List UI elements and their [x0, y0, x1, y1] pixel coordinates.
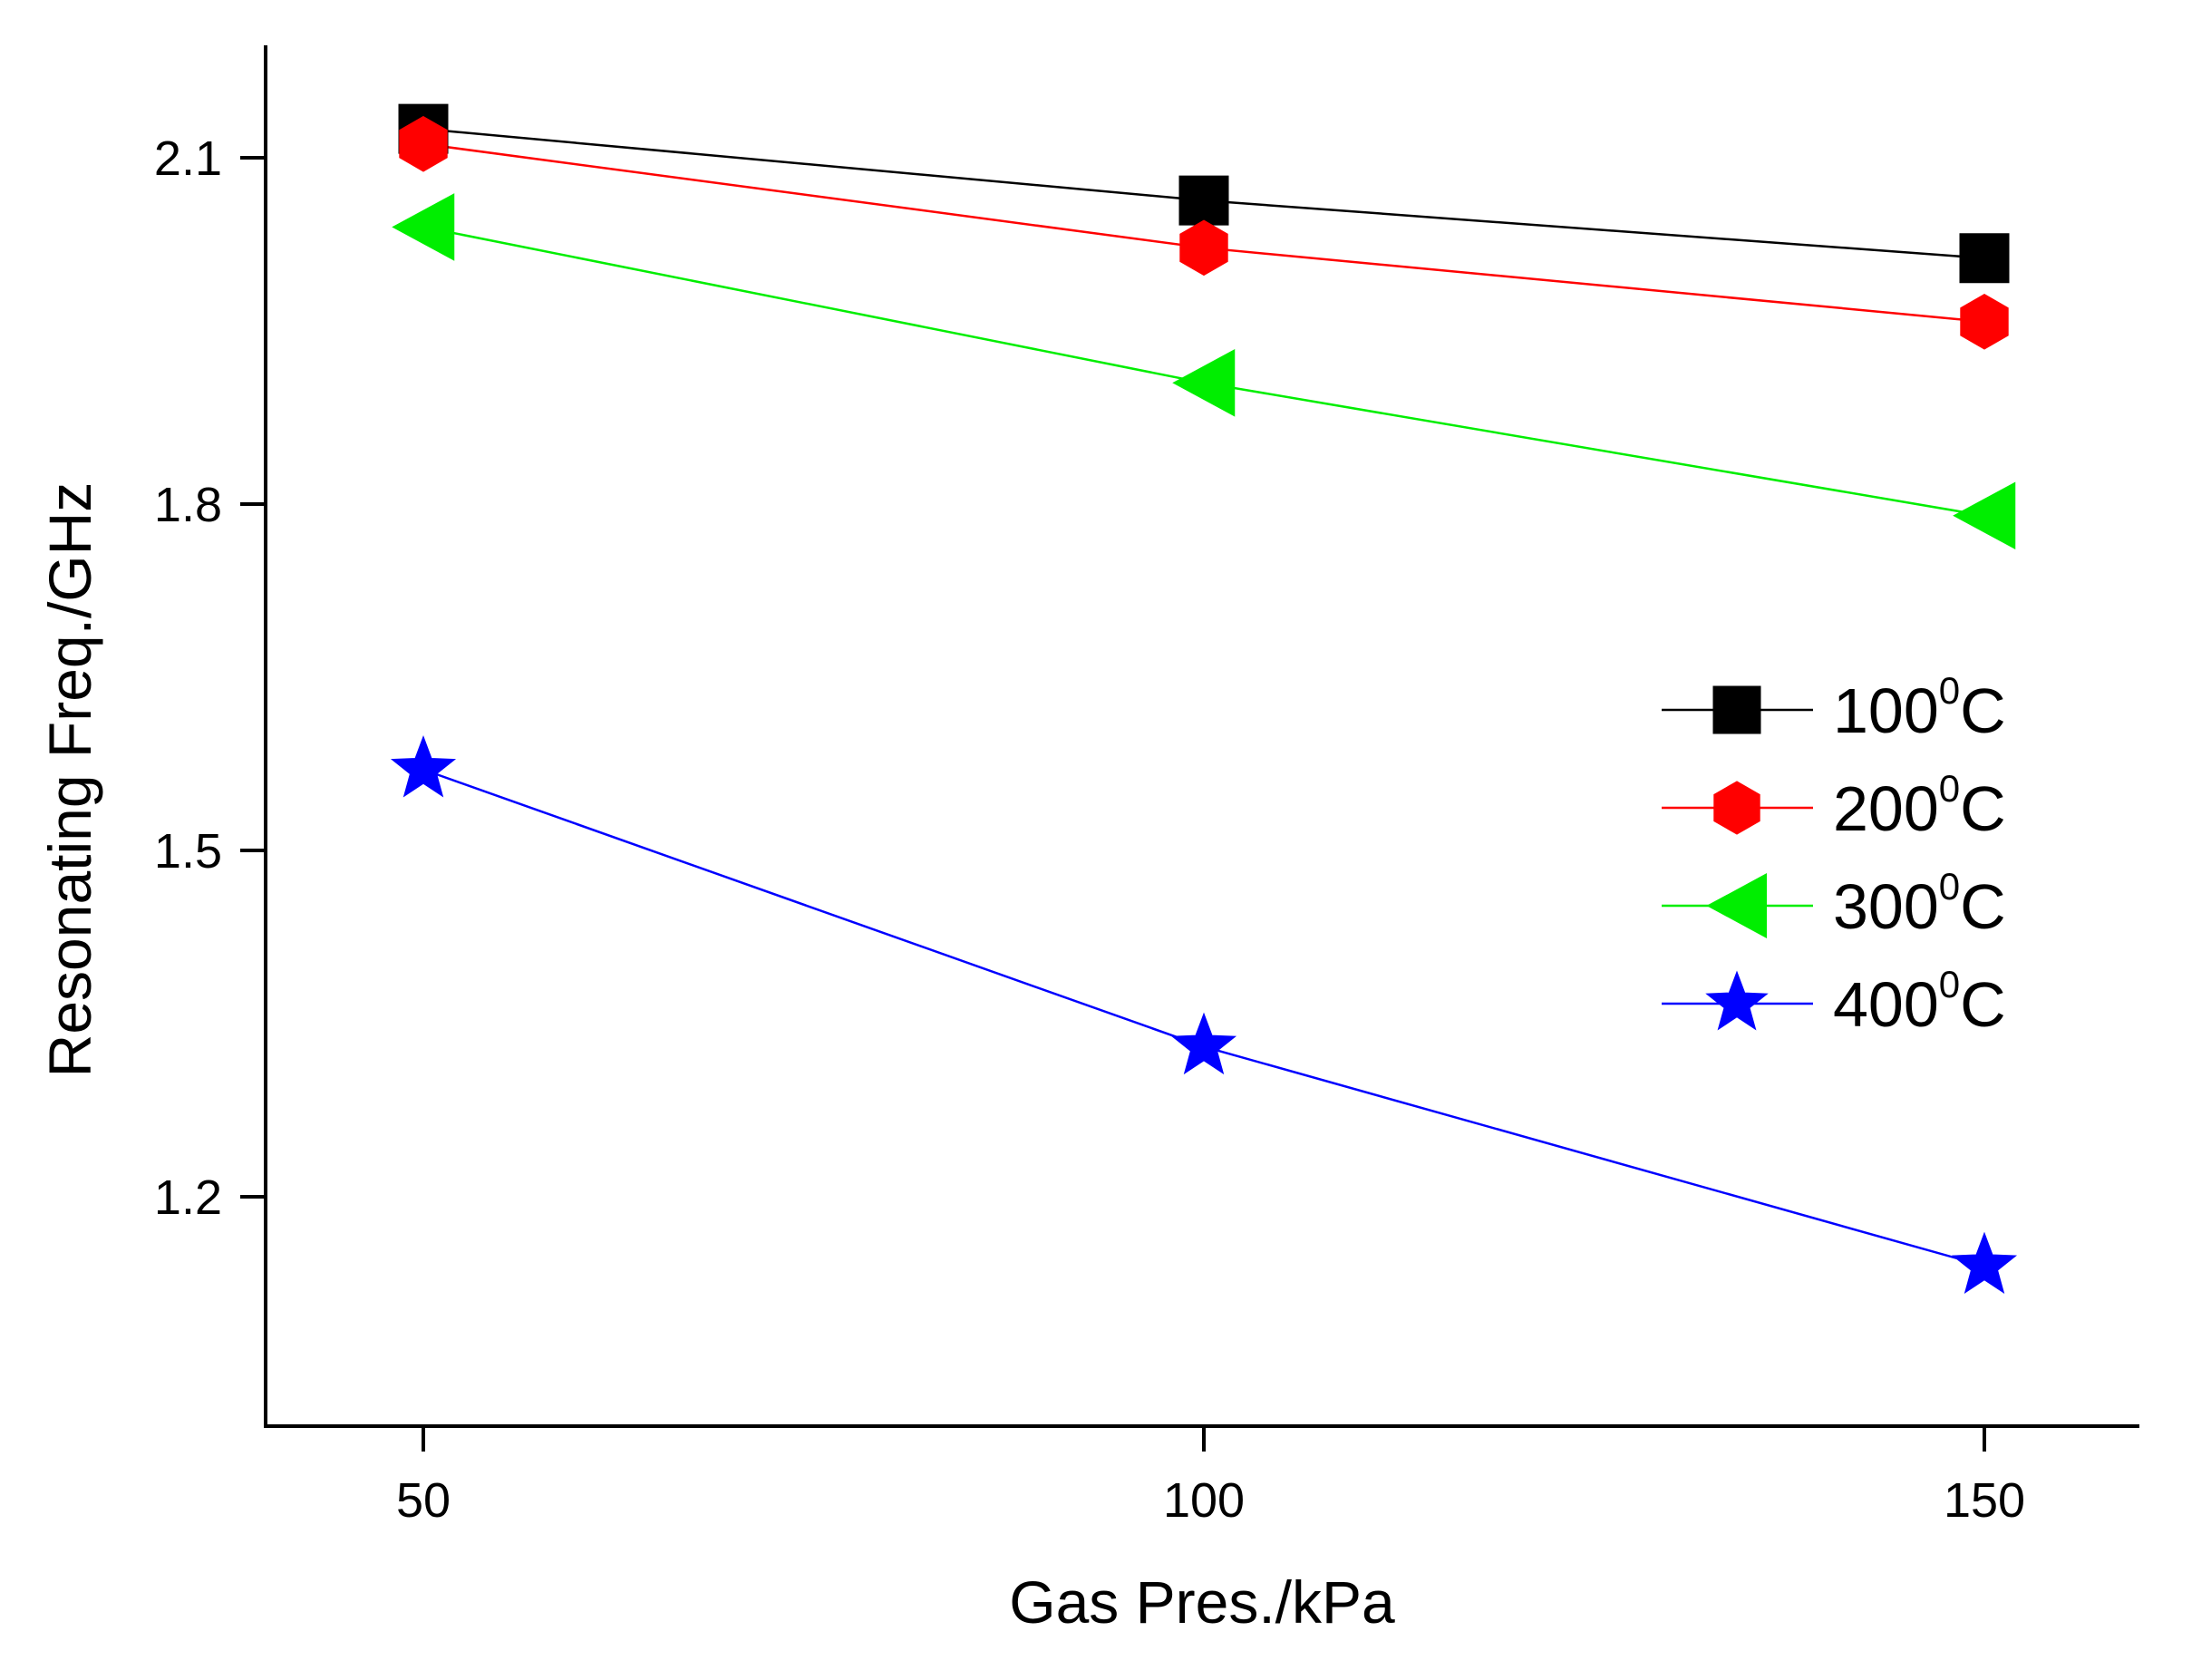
legend-label-degree: 0 — [1939, 669, 1960, 712]
data-point-400 — [1170, 1012, 1237, 1075]
legend-label: 3000C — [1833, 865, 2006, 942]
data-point-300 — [1172, 349, 1236, 417]
y-axis-title: Resonating Freq./GHz — [36, 482, 103, 1078]
legend-marker — [1706, 873, 1767, 938]
x-tick-label: 50 — [396, 1473, 451, 1528]
legend-label-degree: 0 — [1939, 767, 1960, 810]
data-point-100 — [1959, 233, 2010, 284]
legend-item-200: 2000C — [1662, 767, 2006, 844]
x-tick-label: 100 — [1163, 1473, 1245, 1528]
y-ticks: 1.2 1.5 1.8 2.1 — [154, 131, 266, 1225]
data-point-300 — [1953, 481, 2016, 550]
legend-marker — [1705, 970, 1769, 1031]
data-point-400 — [390, 734, 457, 798]
data-point-200 — [1960, 294, 2009, 350]
legend-marker — [1712, 685, 1761, 734]
legend-label-value: 200 — [1833, 773, 1939, 844]
legend-label-degree: 0 — [1939, 865, 1960, 908]
x-ticks: 50 100 150 — [396, 1426, 2025, 1528]
plot-markers — [390, 103, 2018, 1295]
data-point-200 — [1179, 219, 1228, 277]
legend-label-value: 100 — [1833, 675, 1939, 746]
y-tick-label: 1.2 — [154, 1170, 222, 1225]
legend-item-300: 3000C — [1662, 865, 2006, 942]
legend-label: 2000C — [1833, 767, 2006, 844]
legend-item-100: 1000C — [1662, 669, 2006, 746]
y-tick-label: 1.8 — [154, 478, 222, 532]
legend-label-degree: 0 — [1939, 963, 1960, 1005]
legend-label-unit: C — [1960, 773, 2006, 844]
y-tick-label: 1.5 — [154, 824, 222, 879]
legend-label-unit: C — [1960, 871, 2006, 942]
data-point-300 — [392, 193, 455, 261]
legend-label: 1000C — [1833, 669, 2006, 746]
y-tick-label: 2.1 — [154, 131, 222, 186]
legend-label: 4000C — [1833, 963, 2006, 1040]
legend-label-unit: C — [1960, 675, 2006, 746]
x-axis-title: Gas Pres./kPa — [1009, 1568, 1395, 1636]
data-point-400 — [1951, 1231, 2018, 1295]
legend-item-400: 4000C — [1662, 963, 2006, 1040]
data-point-100 — [1178, 175, 1229, 226]
legend-marker — [1713, 781, 1760, 835]
x-tick-label: 150 — [1944, 1473, 2025, 1528]
data-point-200 — [399, 115, 448, 172]
legend-label-value: 400 — [1833, 969, 1939, 1040]
legend-label-unit: C — [1960, 969, 2006, 1040]
legend-label-value: 300 — [1833, 871, 1939, 942]
